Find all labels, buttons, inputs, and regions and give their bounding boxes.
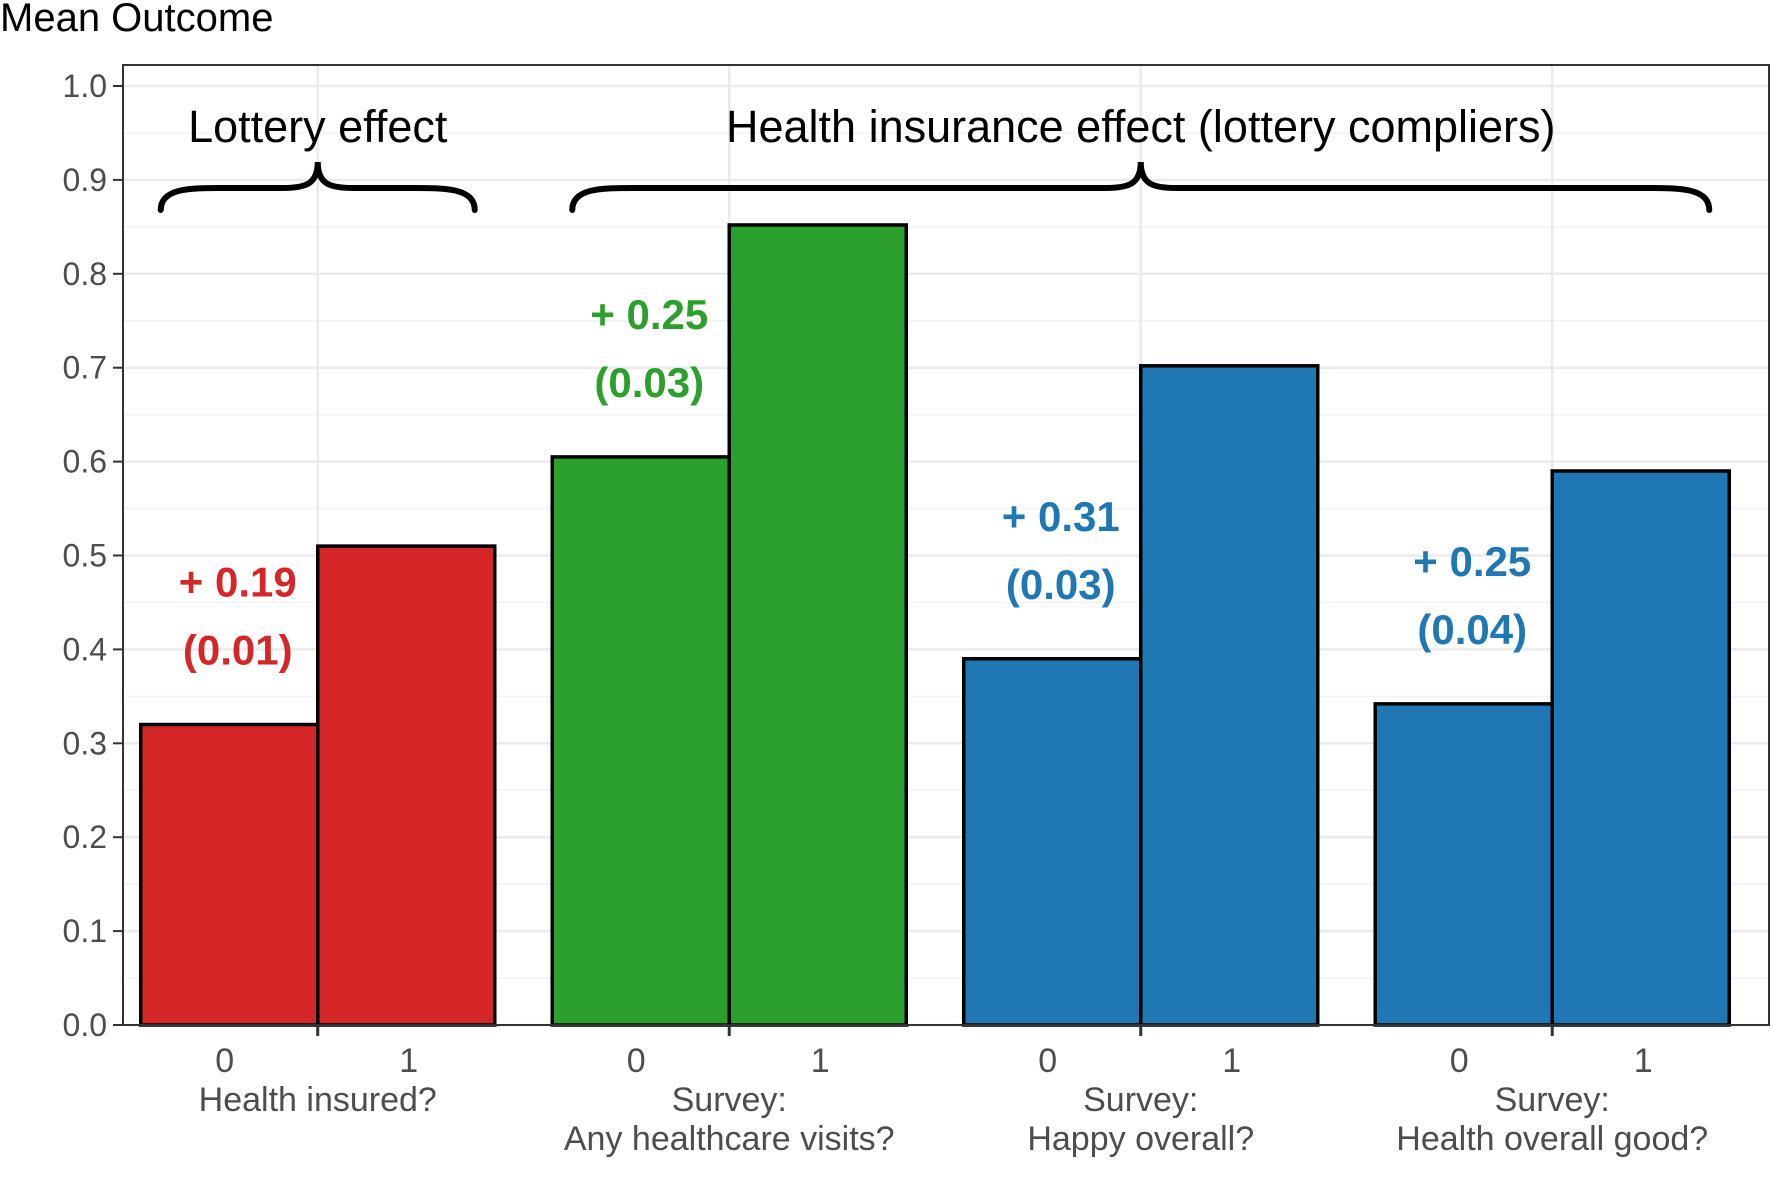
- bar-1-level-1: [316, 544, 497, 1027]
- x-category-label: Survey: Happy overall?: [1027, 1081, 1254, 1158]
- effect-label: + 0.25: [590, 291, 708, 338]
- y-axis-title: Mean Outcome: [0, 0, 273, 40]
- x-level-label: 1: [811, 1042, 830, 1080]
- y-tick-label: 0.0: [63, 1007, 107, 1043]
- y-tick-label: 0.9: [63, 162, 107, 198]
- effect-label: + 0.19: [179, 559, 297, 606]
- plot-border: [122, 64, 1770, 1026]
- annotation-label: Health insurance effect (lottery complie…: [726, 101, 1556, 152]
- bar-2-level-0: [550, 455, 731, 1027]
- y-tick-label: 0.5: [63, 538, 107, 574]
- y-tick-label: 0.4: [63, 631, 107, 667]
- bar-2-level-1: [727, 223, 908, 1027]
- y-tick-label: 0.8: [63, 256, 107, 292]
- annotation-brace: [569, 161, 1713, 213]
- se-label: (0.01): [183, 627, 293, 674]
- y-tick-label: 0.6: [63, 444, 107, 480]
- y-tick-label: 0.2: [63, 819, 107, 855]
- x-category-label: Survey: Health overall good?: [1396, 1081, 1708, 1158]
- effect-label: + 0.31: [1002, 493, 1120, 540]
- x-level-label: 0: [627, 1042, 646, 1080]
- x-category-label: Health insured?: [199, 1081, 437, 1119]
- se-label: (0.03): [1006, 561, 1116, 608]
- x-category-label: Survey: Any healthcare visits?: [564, 1081, 895, 1158]
- y-tick-label: 0.7: [63, 350, 107, 386]
- x-level-label: 0: [1038, 1042, 1057, 1080]
- x-level-label: 0: [215, 1042, 234, 1080]
- bar-3-level-0: [962, 657, 1143, 1027]
- x-level-label: 1: [1634, 1042, 1653, 1080]
- y-tick-label: 1.0: [63, 68, 107, 104]
- bar-1-level-0: [139, 722, 320, 1027]
- bar-4-level-0: [1373, 702, 1554, 1027]
- se-label: (0.04): [1417, 606, 1527, 653]
- x-level-label: 0: [1450, 1042, 1469, 1080]
- y-tick-label: 0.1: [63, 913, 107, 949]
- se-label: (0.03): [594, 359, 704, 406]
- bar-3-level-1: [1139, 364, 1320, 1027]
- x-level-label: 1: [399, 1042, 418, 1080]
- x-level-label: 1: [1222, 1042, 1241, 1080]
- effect-label: + 0.25: [1413, 538, 1531, 585]
- annotation-label: Lottery effect: [188, 101, 448, 152]
- bar-4-level-1: [1550, 469, 1731, 1027]
- annotation-brace: [157, 161, 478, 213]
- y-tick-label: 0.3: [63, 725, 107, 761]
